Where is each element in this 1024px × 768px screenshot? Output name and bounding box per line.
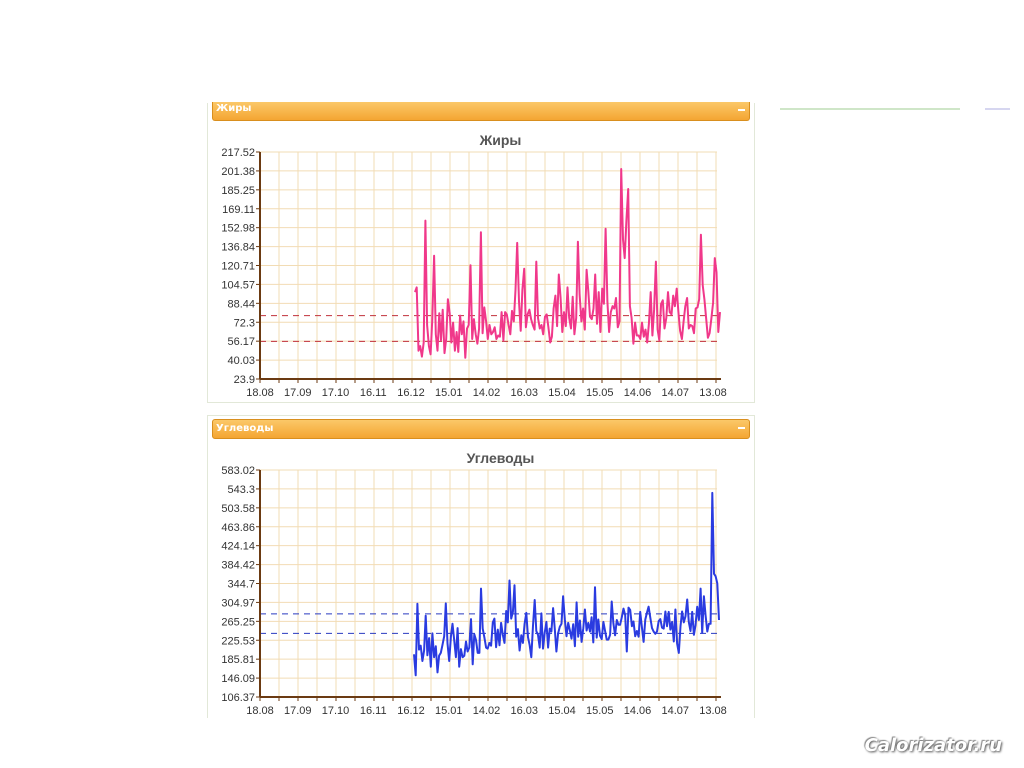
fat-panel-title: Жиры <box>216 103 252 114</box>
chart-title: Углеводы <box>467 450 535 466</box>
carb-panel: Углеводы Углеводы 106.37 146.09 185.81 225.5… <box>207 415 755 718</box>
x-tick-label: 15.05 <box>586 705 614 717</box>
x-tick-label: 16.11 <box>360 705 387 717</box>
y-tick-label: 88.44 <box>227 298 255 310</box>
x-tick-label: 17.10 <box>322 387 350 399</box>
y-tick-label: 225.53 <box>221 635 255 647</box>
x-tick-label: 17.09 <box>284 705 312 717</box>
y-tick-label: 463.86 <box>221 522 255 534</box>
y-tick-label: 152.98 <box>221 223 255 235</box>
carb-panel-title: Углеводы <box>216 423 274 434</box>
x-tick-label: 18.08 <box>246 705 274 717</box>
top-strip-left <box>780 108 960 110</box>
x-tick-label: 15.04 <box>548 705 576 717</box>
x-tick-label: 16.03 <box>510 705 538 717</box>
y-tick-label: 304.97 <box>221 597 255 609</box>
x-tick-label: 14.06 <box>624 705 652 717</box>
x-tick-label: 16.12 <box>397 387 425 399</box>
x-tick-label: 16.03 <box>510 387 538 399</box>
fat-panel-header[interactable]: Жиры <box>212 102 750 121</box>
y-tick-label: 424.14 <box>221 541 255 553</box>
carb-chart: Углеводы 106.37 146.09 185.81 225.53 265.25 30… <box>221 450 727 717</box>
y-tick-label: 201.38 <box>221 166 255 178</box>
y-tick-label: 56.17 <box>227 336 255 348</box>
y-tick-label: 503.58 <box>221 503 255 515</box>
y-tick-label: 23.9 <box>234 374 255 386</box>
minus-icon[interactable] <box>737 105 746 114</box>
x-tick-label: 16.11 <box>360 387 387 399</box>
y-tick-label: 185.25 <box>221 185 255 197</box>
series-line <box>414 168 721 359</box>
x-tick-label: 18.08 <box>246 387 274 399</box>
y-tick-label: 40.03 <box>227 355 255 367</box>
x-tick-label: 14.06 <box>624 387 652 399</box>
y-tick-label: 146.09 <box>221 673 255 685</box>
y-tick-label: 265.25 <box>221 616 255 628</box>
y-tick-label: 583.02 <box>221 465 255 477</box>
x-tick-label: 14.07 <box>661 705 689 717</box>
y-tick-label: 344.7 <box>227 579 255 591</box>
y-tick-label: 384.42 <box>221 560 255 572</box>
fat-panel: Жиры Жиры 23.9 40.03 56.17 72.3 88.44 104.57 12… <box>207 102 755 403</box>
y-tick-label: 217.52 <box>221 147 255 159</box>
x-tick-label: 13.08 <box>699 705 727 717</box>
fat-chart: Жиры 23.9 40.03 56.17 72.3 88.44 104.57 120.71 1… <box>221 132 727 399</box>
x-tick-label: 15.01 <box>435 705 463 717</box>
chart-title: Жиры <box>479 132 522 148</box>
y-tick-label: 185.81 <box>221 654 255 666</box>
x-tick-label: 17.10 <box>322 705 350 717</box>
top-strip-right <box>985 108 1010 110</box>
x-tick-label: 15.01 <box>435 387 463 399</box>
x-tick-label: 13.08 <box>699 387 727 399</box>
carb-panel-header[interactable]: Углеводы <box>212 419 750 439</box>
x-tick-label: 14.07 <box>661 387 689 399</box>
minus-icon[interactable] <box>737 423 746 432</box>
y-tick-label: 120.71 <box>221 261 255 273</box>
watermark: Calorizator.ru <box>864 735 1002 756</box>
x-tick-label: 17.09 <box>284 387 312 399</box>
y-tick-label: 104.57 <box>221 279 255 291</box>
y-tick-label: 106.37 <box>221 692 255 704</box>
x-tick-label: 15.05 <box>586 387 614 399</box>
series-line <box>413 491 720 677</box>
y-tick-label: 136.84 <box>221 242 255 254</box>
x-tick-label: 14.02 <box>473 705 501 717</box>
y-tick-label: 169.11 <box>222 204 255 216</box>
x-tick-label: 16.12 <box>397 705 425 717</box>
y-tick-label: 543.3 <box>227 484 255 496</box>
x-tick-label: 15.04 <box>548 387 576 399</box>
y-tick-label: 72.3 <box>234 317 255 329</box>
x-tick-label: 14.02 <box>473 387 501 399</box>
